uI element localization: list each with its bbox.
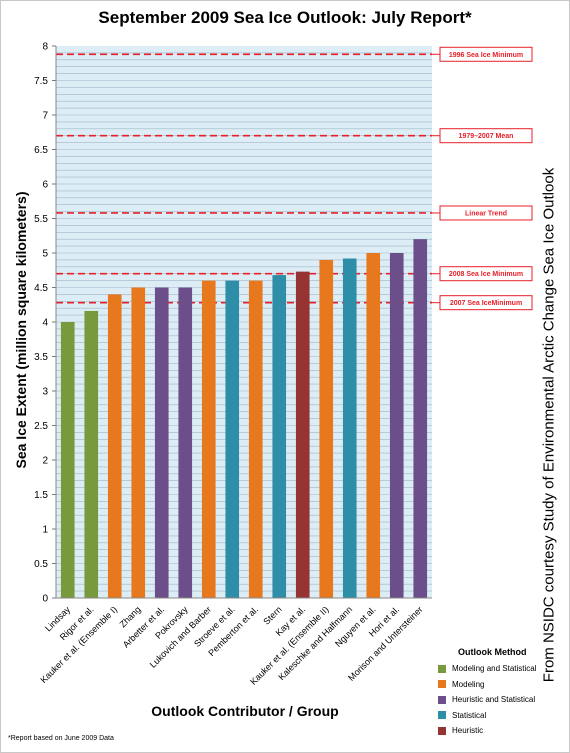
legend-item-heuristic: Heuristic bbox=[438, 723, 566, 739]
legend-swatch bbox=[438, 664, 446, 673]
y-tick-label: 4 bbox=[42, 318, 48, 329]
reference-label: 2007 Sea IceMinimum bbox=[450, 300, 522, 307]
y-tick-label: 1 bbox=[42, 525, 48, 536]
legend-label: Heuristic bbox=[452, 726, 484, 736]
legend-swatch bbox=[438, 695, 446, 704]
y-tick-label: 2 bbox=[42, 456, 48, 467]
legend-title: Outlook Method bbox=[458, 647, 527, 657]
reference-label-box bbox=[439, 266, 533, 282]
legend-label: Heuristic and Statistical bbox=[452, 695, 536, 705]
bar bbox=[319, 259, 334, 598]
y-tick-label: 7 bbox=[42, 111, 48, 122]
reference-label: 1979–2007 Mean bbox=[459, 133, 514, 140]
legend-item-modeling-and-statistical: Modeling and Statistical bbox=[438, 661, 566, 677]
reference-label-box bbox=[439, 295, 533, 311]
legend-swatch bbox=[438, 680, 446, 689]
bar bbox=[60, 322, 75, 598]
legend-swatch bbox=[438, 711, 446, 720]
reference-label: 2008 Sea Ice Minimum bbox=[449, 271, 523, 278]
bar bbox=[178, 287, 193, 598]
reference-label-box bbox=[439, 46, 533, 62]
bar bbox=[107, 294, 122, 598]
y-tick-label: 5 bbox=[42, 249, 48, 260]
bar bbox=[154, 287, 169, 598]
reference-label: 1996 Sea Ice Minimum bbox=[449, 52, 523, 59]
y-tick-label: 8 bbox=[42, 42, 48, 53]
bar bbox=[413, 239, 428, 598]
bar bbox=[342, 258, 357, 598]
y-tick-label: 3 bbox=[42, 387, 48, 398]
bar bbox=[225, 280, 240, 598]
reference-label-box bbox=[439, 128, 533, 144]
legend: Outlook Method Modeling and Statistical … bbox=[438, 647, 566, 739]
reference-label: Linear Trend bbox=[465, 210, 507, 217]
bar bbox=[201, 280, 216, 598]
legend-label: Modeling bbox=[452, 679, 485, 689]
y-tick-label: 7.5 bbox=[34, 76, 48, 87]
legend-label: Modeling and Statistical bbox=[452, 664, 537, 674]
bar bbox=[389, 253, 404, 598]
bar bbox=[295, 271, 310, 598]
y-tick-label: 5.5 bbox=[34, 214, 48, 225]
reference-label-box bbox=[439, 205, 533, 221]
legend-swatch bbox=[438, 726, 446, 735]
legend-item-statistical: Statistical bbox=[438, 708, 566, 724]
legend-item-modeling: Modeling bbox=[438, 677, 566, 693]
y-tick-label: 6 bbox=[42, 180, 48, 191]
bar bbox=[84, 310, 99, 598]
footnote: *Report based on June 2009 Data bbox=[8, 735, 114, 742]
bar bbox=[248, 280, 263, 598]
y-tick-label: 1.5 bbox=[34, 490, 48, 501]
y-tick-label: 2.5 bbox=[34, 421, 48, 432]
source-credit: From NSIDC courtesy Study of Environment… bbox=[540, 167, 558, 683]
y-tick-label: 4.5 bbox=[34, 283, 48, 294]
bar bbox=[272, 275, 287, 598]
bar bbox=[366, 253, 381, 598]
y-tick-label: 0.5 bbox=[34, 559, 48, 570]
y-axis-label: Sea Ice Extent (million square kilometer… bbox=[13, 191, 29, 469]
chart-title: September 2009 Sea Ice Outlook: July Rep… bbox=[98, 8, 472, 27]
y-tick-label: 3.5 bbox=[34, 352, 48, 363]
bar bbox=[131, 287, 146, 598]
y-tick-label: 0 bbox=[42, 594, 48, 605]
legend-item-heuristic-and-statistical: Heuristic and Statistical bbox=[438, 692, 566, 708]
x-axis-label: Outlook Contributor / Group bbox=[151, 703, 339, 719]
legend-label: Statistical bbox=[452, 710, 487, 720]
y-tick-label: 6.5 bbox=[34, 145, 48, 156]
